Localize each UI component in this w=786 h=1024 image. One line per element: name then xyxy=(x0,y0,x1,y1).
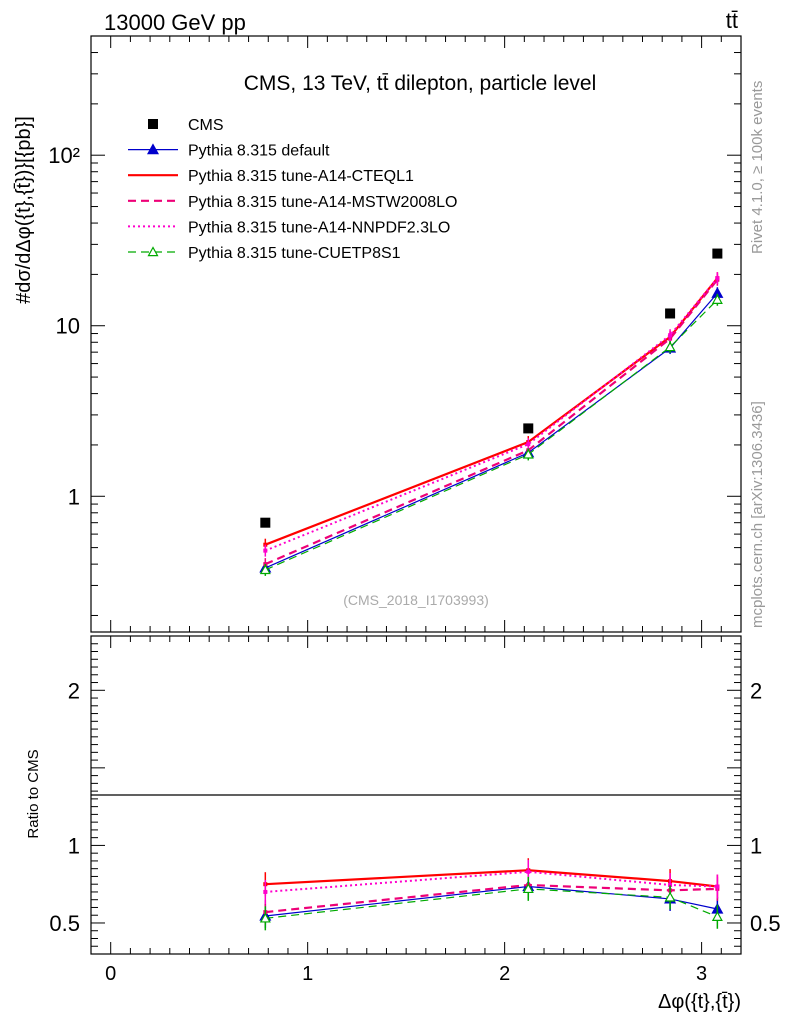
side-label-bottom: mcplots.cern.ch [arXiv:1306.3436] xyxy=(749,401,766,628)
ratio-axis-ticks: 0 1 2 3 0.5 0.5 1 1 2 2 xyxy=(49,636,781,985)
series-1-ratio-line xyxy=(265,869,718,888)
data-points-layer xyxy=(260,248,723,528)
series-4-ratio-marker xyxy=(711,911,723,921)
series-4-marker xyxy=(522,448,534,459)
ratio-tick-label: 2 xyxy=(68,678,80,703)
ratio-y-axis-label: Ratio to CMS xyxy=(25,749,42,838)
x-tick-label: 0 xyxy=(105,963,116,985)
y-tick-label: 1 xyxy=(68,484,80,509)
legend-entry: Pythia 8.315 tune-CUETP8S1 xyxy=(128,245,401,262)
ratio-tick-label: 1 xyxy=(68,833,80,858)
series-3-ratio-marker xyxy=(263,889,268,894)
cms-data-point xyxy=(665,308,676,319)
series-4-marker xyxy=(259,564,271,575)
series-3-ratio-marker xyxy=(715,884,720,889)
x-tick-label: 2 xyxy=(499,963,510,985)
ratio-series-layer xyxy=(259,858,724,931)
series-4-ratio-line xyxy=(265,888,718,919)
series-0-ratio-line xyxy=(265,885,718,917)
legend-cms-marker xyxy=(148,119,158,129)
series-4-ratio-marker xyxy=(259,912,271,923)
cms-data-point xyxy=(523,423,534,434)
legend-label: Pythia 8.315 tune-CUETP8S1 xyxy=(188,245,401,262)
cms-data-point xyxy=(712,248,723,259)
series-3-line xyxy=(264,277,719,552)
ratio-tick-label-right: 0.5 xyxy=(750,911,781,936)
series-3-marker xyxy=(715,276,720,281)
series-2-ratio-line xyxy=(265,883,718,914)
legend-entry: Pythia 8.315 default xyxy=(128,143,330,160)
legend-label: Pythia 8.315 tune-A14-CTEQL1 xyxy=(188,168,414,185)
series-3-marker xyxy=(668,333,673,338)
series-3-marker xyxy=(263,548,268,553)
side-label-top: Rivet 4.1.0, ≥ 100k events xyxy=(749,81,766,254)
series-2-line xyxy=(264,279,719,566)
header-right: tt̄ xyxy=(726,8,738,33)
legend-entry: Pythia 8.315 tune-A14-CTEQL1 xyxy=(128,168,414,185)
ratio-tick-label-right: 2 xyxy=(750,678,762,703)
series-4-ratio-marker xyxy=(522,883,534,894)
series-3-ratio-marker xyxy=(668,882,673,887)
y-tick-label: 10 xyxy=(56,314,80,339)
chart-title: CMS, 13 TeV, tt̄ dilepton, particle leve… xyxy=(244,72,597,95)
series-3-marker xyxy=(526,442,531,447)
series-4-line xyxy=(265,299,718,571)
main-axis-ticks: 1 10 10² xyxy=(48,35,742,632)
legend-marker xyxy=(146,143,160,155)
series-0-line xyxy=(265,292,718,569)
legend-label: Pythia 8.315 default xyxy=(188,143,330,160)
cms-data-point xyxy=(260,517,271,528)
x-tick-label: 3 xyxy=(696,963,707,985)
legend-entry: Pythia 8.315 tune-A14-MSTW2008LO xyxy=(128,194,457,211)
legend-entry: Pythia 8.315 tune-A14-NNPDF2.3LO xyxy=(128,219,450,236)
legend-label: Pythia 8.315 tune-A14-NNPDF2.3LO xyxy=(188,219,450,236)
series-3-ratio-line xyxy=(265,870,718,893)
series-3-ratio-marker xyxy=(526,869,531,874)
ratio-tick-label: 0.5 xyxy=(49,911,80,936)
series-4-marker xyxy=(711,294,723,304)
series-1-line xyxy=(264,277,719,546)
x-tick-label: 1 xyxy=(302,963,313,985)
watermark: (CMS_2018_I1703993) xyxy=(343,592,489,608)
y-axis-label: #dσ/dΔφ({t},{t̄})}[{pb}] xyxy=(13,116,35,304)
legend-marker xyxy=(147,246,159,257)
header-left: 13000 GeV pp xyxy=(104,10,246,35)
series-4-ratio-marker xyxy=(664,891,676,902)
legend-label: CMS xyxy=(188,117,224,134)
legend-label: Pythia 8.315 tune-A14-MSTW2008LO xyxy=(188,194,457,211)
ratio-tick-label-right: 1 xyxy=(750,833,762,858)
y-tick-label: 10² xyxy=(48,143,80,168)
legend-entry: CMS xyxy=(148,117,224,134)
main-series-layer xyxy=(259,272,724,576)
legend: CMS Pythia 8.315 default Pythia 8.315 tune… xyxy=(128,117,457,262)
x-axis-label: Δφ({t},{t̄}) xyxy=(658,991,741,1013)
series-4-marker xyxy=(664,341,676,352)
